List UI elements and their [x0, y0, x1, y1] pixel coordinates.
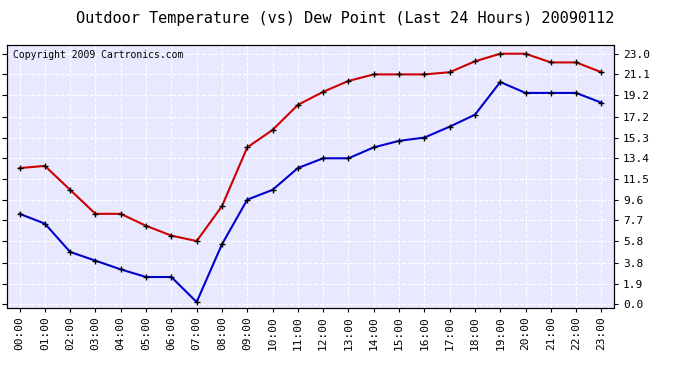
Text: Copyright 2009 Cartronics.com: Copyright 2009 Cartronics.com — [13, 50, 184, 60]
Text: Outdoor Temperature (vs) Dew Point (Last 24 Hours) 20090112: Outdoor Temperature (vs) Dew Point (Last… — [76, 11, 614, 26]
